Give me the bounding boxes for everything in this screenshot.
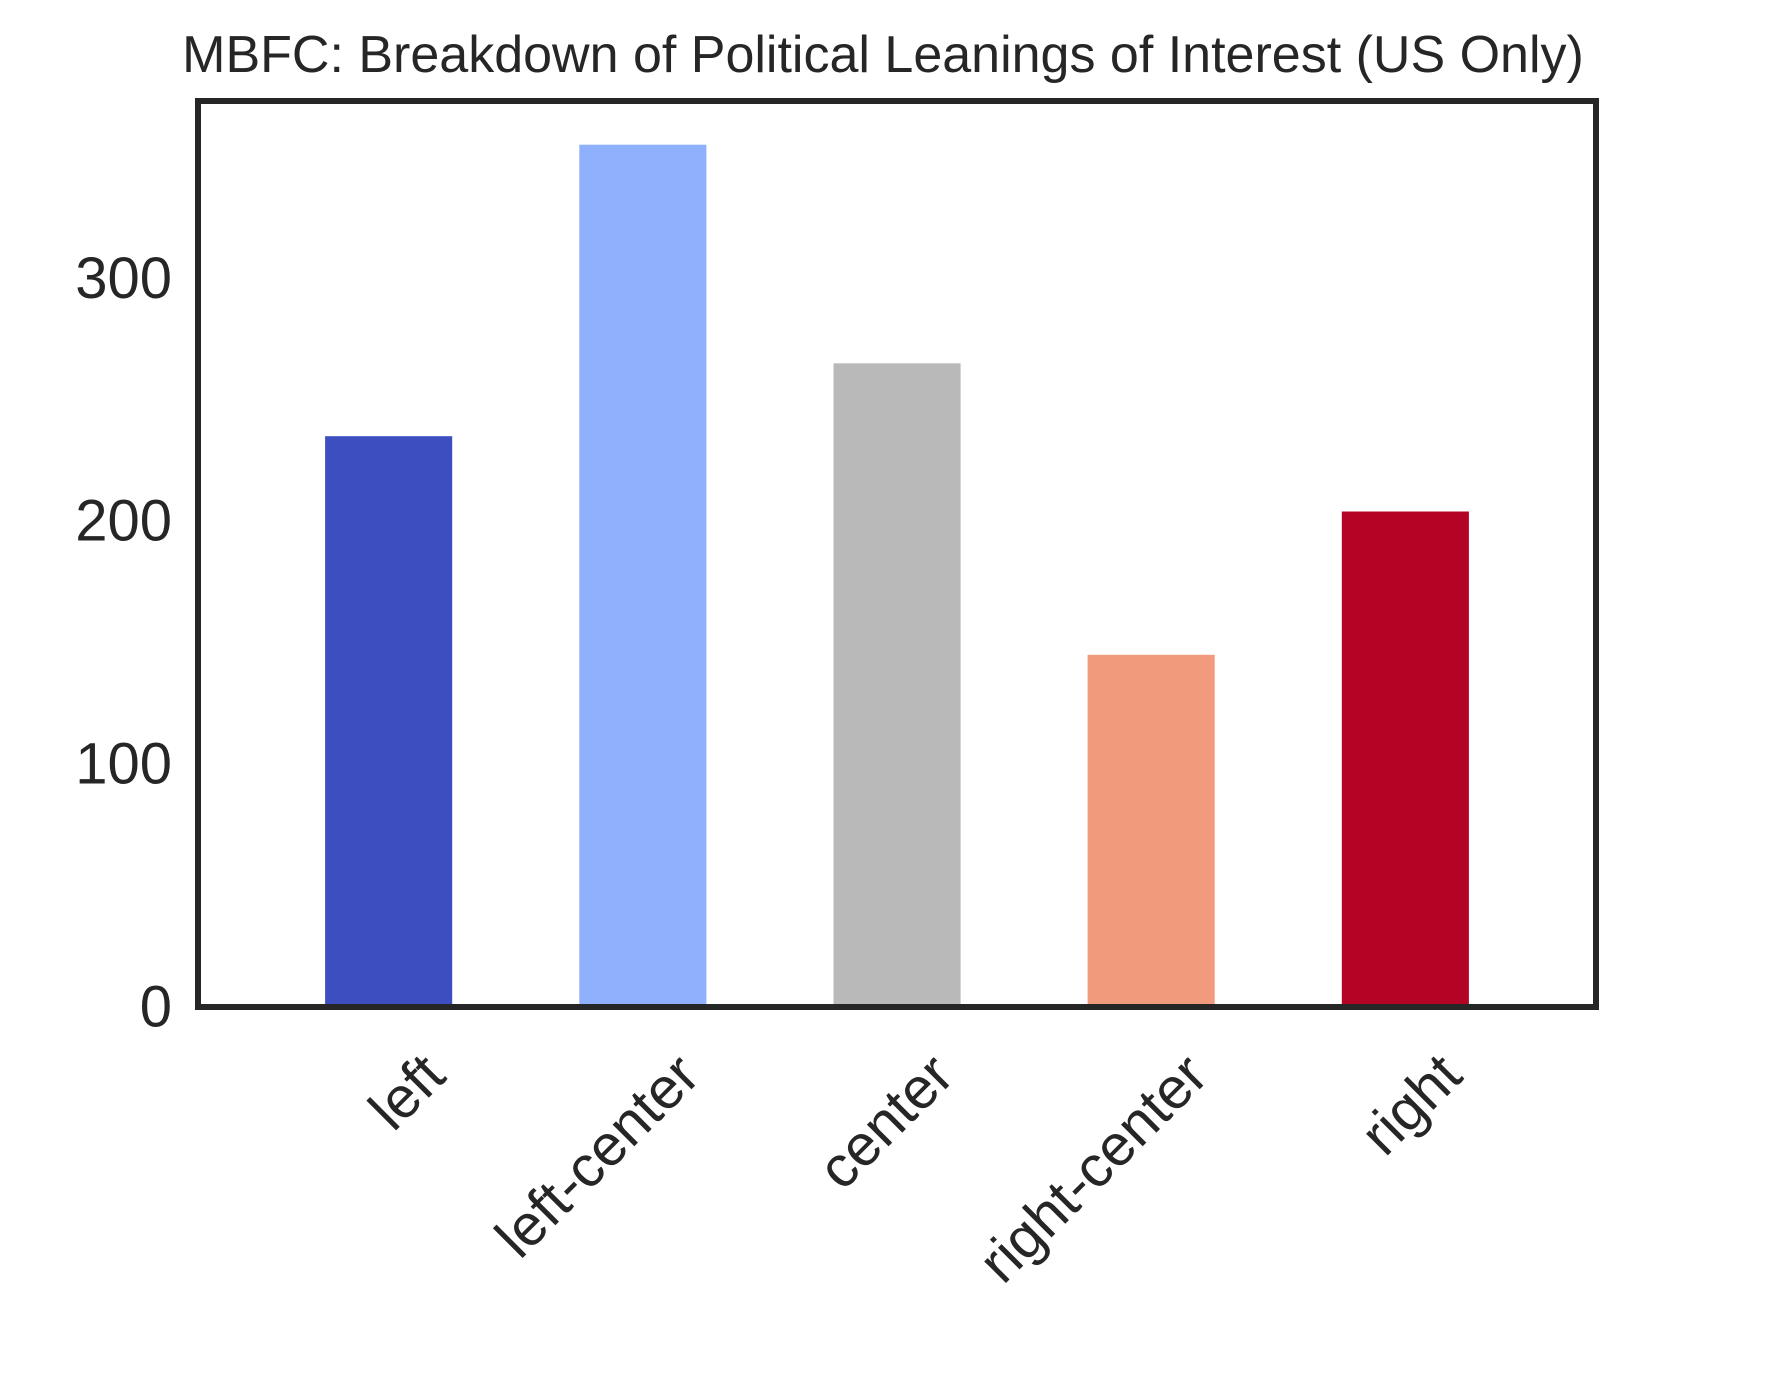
plot-frame: [195, 98, 1599, 1010]
y-tick-label-200: 200: [75, 489, 172, 554]
x-tick-label-left-center: left-center: [483, 1042, 711, 1270]
x-tick-label-left: left: [357, 1042, 458, 1143]
y-tick-label-0: 0: [140, 975, 172, 1040]
x-axis-ticks: left left-center center right-center right: [357, 1042, 1474, 1295]
x-tick-label-right: right: [1348, 1042, 1474, 1168]
y-tick-label-300: 300: [75, 246, 172, 311]
bar-left-center: [579, 144, 707, 1007]
x-tick-label-center: center: [806, 1042, 966, 1202]
chart-title: MBFC: Breakdown of Political Leanings of…: [182, 26, 1584, 84]
y-tick-label-100: 100: [75, 732, 172, 797]
bar-left: [325, 436, 453, 1007]
x-tick-label-right-center: right-center: [966, 1042, 1219, 1295]
bar-right-center: [1087, 654, 1215, 1007]
bar-right: [1341, 511, 1469, 1007]
y-axis-ticks: 0 100 200 300: [75, 246, 172, 1040]
bar-center: [833, 363, 961, 1007]
bars-layer: [325, 144, 1469, 1007]
